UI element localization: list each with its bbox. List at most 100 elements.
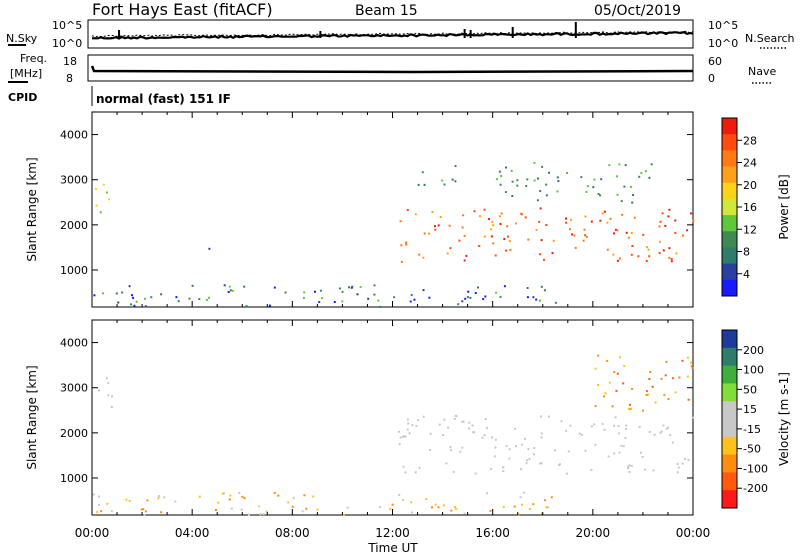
data-cell <box>606 248 609 251</box>
data-cell <box>550 496 553 499</box>
data-cell <box>536 199 539 202</box>
data-cell <box>510 169 513 172</box>
colorbar-segment <box>722 472 737 491</box>
data-cell <box>677 466 680 469</box>
data-cell <box>652 469 655 472</box>
data-cell <box>543 289 546 292</box>
x-tick-label: 00:00 <box>676 526 711 540</box>
data-cell <box>682 234 684 237</box>
data-cell <box>560 420 563 423</box>
data-cell <box>527 238 530 241</box>
noise-right-label: N.Search <box>745 32 795 45</box>
data-cell <box>630 232 633 234</box>
data-cell <box>618 356 621 359</box>
data-cell <box>681 462 684 465</box>
data-cell <box>451 178 454 181</box>
data-cell <box>458 239 461 242</box>
data-cell <box>333 301 336 303</box>
data-cell <box>98 389 100 392</box>
data-cell <box>623 185 626 188</box>
colorbar-segment <box>722 401 737 420</box>
data-cell <box>590 220 593 223</box>
data-cell <box>494 254 497 257</box>
data-cell <box>521 443 524 446</box>
data-cell <box>691 416 694 419</box>
data-cell <box>674 231 677 234</box>
data-cell <box>662 249 665 252</box>
data-cell <box>540 432 543 435</box>
data-cell <box>539 253 542 256</box>
data-cell <box>668 208 671 211</box>
data-cell <box>418 466 421 469</box>
data-cell <box>377 299 380 302</box>
data-cell <box>459 450 462 453</box>
data-cell <box>630 253 633 256</box>
data-cell <box>273 491 276 494</box>
data-cell <box>491 220 494 223</box>
data-cell <box>312 495 315 498</box>
data-cell <box>565 429 568 432</box>
data-cell <box>321 297 324 300</box>
data-cell <box>417 183 420 186</box>
data-cell <box>95 187 98 190</box>
data-cell <box>245 305 248 308</box>
data-cell <box>468 421 471 424</box>
data-cell <box>461 446 464 449</box>
data-cell <box>422 256 425 259</box>
data-cell <box>551 252 554 255</box>
data-cell <box>341 290 344 293</box>
data-cell <box>188 297 191 300</box>
data-cell <box>667 215 670 218</box>
data-cell <box>532 296 535 299</box>
data-feature <box>594 354 694 412</box>
data-cell <box>421 171 424 174</box>
data-cell <box>498 170 501 173</box>
data-cell <box>454 180 457 183</box>
colorbar-tick-label: -100 <box>743 462 768 475</box>
data-cell <box>617 432 620 435</box>
data-cell <box>474 292 477 294</box>
data-cell <box>463 259 466 262</box>
data-cell <box>102 183 105 186</box>
data-cell <box>448 224 451 227</box>
data-cell <box>616 229 619 232</box>
data-cell <box>434 225 436 228</box>
data-cell <box>406 418 409 421</box>
data-feature <box>95 183 111 214</box>
data-cell <box>686 375 689 378</box>
data-cell <box>291 505 294 508</box>
data-cell <box>511 195 514 197</box>
data-cell <box>243 285 246 288</box>
data-cell <box>667 398 670 401</box>
data-feature <box>417 165 457 186</box>
data-cell <box>402 465 405 468</box>
data-feature <box>495 161 653 204</box>
data-cell <box>431 506 433 509</box>
colorbar-tick-label: 50 <box>743 383 757 396</box>
colorbar-segment <box>722 330 737 349</box>
data-cell <box>633 216 636 219</box>
data-cell <box>144 510 147 513</box>
data-cell <box>262 513 265 516</box>
data-cell <box>646 393 649 396</box>
data-cell <box>663 393 666 396</box>
data-cell <box>644 468 647 471</box>
data-cell <box>406 428 409 431</box>
data-cell <box>654 401 657 404</box>
colorbar-segment <box>722 215 737 232</box>
data-cell <box>616 259 619 262</box>
data-cell <box>547 415 550 418</box>
panel-frame <box>91 319 694 516</box>
data-cell <box>428 232 430 235</box>
data-cell <box>584 449 587 452</box>
colorbar-tick-label: 24 <box>743 157 757 170</box>
data-cell <box>674 391 677 394</box>
data-cell <box>594 405 597 408</box>
data-cell <box>616 175 618 178</box>
colorbar-tick-label: -200 <box>743 482 768 495</box>
data-cell <box>540 285 543 288</box>
data-cell <box>539 190 542 193</box>
data-cell <box>303 494 306 497</box>
data-cell <box>638 425 641 428</box>
data-cell <box>398 430 400 433</box>
